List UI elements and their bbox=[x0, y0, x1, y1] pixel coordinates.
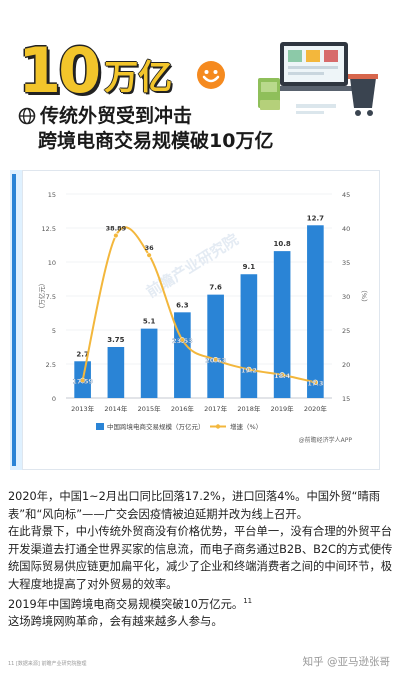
growth-point bbox=[79, 377, 86, 384]
y-left-tick: 12.5 bbox=[42, 225, 56, 233]
bar bbox=[207, 294, 224, 398]
x-tick-label: 2015年 bbox=[138, 404, 162, 413]
article-body: 2020年，中国1~2月出口同比回落17.2%，进口回落4%。中国外贸“晴雨表”… bbox=[8, 488, 394, 631]
growth-point bbox=[146, 252, 152, 258]
y-left-tick: 7.5 bbox=[46, 293, 56, 301]
bar bbox=[107, 347, 125, 398]
hero-unit: 万亿 bbox=[104, 58, 173, 98]
article-paragraph-2: 在此背景下，中小传统外贸商没有价格优势，平台单一，没有合理的外贸平台开发渠道去打… bbox=[8, 525, 393, 591]
bar-value-label: 12.7 bbox=[307, 214, 324, 222]
shopping-illustration-icon bbox=[258, 42, 378, 116]
y-right-tick: 30 bbox=[342, 293, 350, 301]
x-tick-label: 2013年 bbox=[71, 404, 95, 413]
chart-accent-bar bbox=[10, 170, 22, 470]
chart-source: @前瞻经济学人APP bbox=[299, 436, 353, 444]
y-right-tick: 45 bbox=[342, 191, 350, 199]
y-right-tick: 20 bbox=[342, 361, 350, 369]
growth-point bbox=[113, 232, 119, 239]
legend-swatch-dot bbox=[215, 424, 221, 429]
y-left-tick: 15 bbox=[48, 191, 56, 199]
hero-title: 10 万亿 bbox=[18, 22, 172, 102]
y-left-tick: 0 bbox=[52, 395, 56, 403]
chart-card: 前瞻产业研究院 0 2.5 5 7.5 10 12.5 15 15 20 25 30 35 40 45 （万亿… bbox=[10, 170, 390, 470]
growth-point bbox=[179, 337, 186, 343]
growth-value-label: 23.53 bbox=[172, 337, 193, 345]
bar-value-label: 3.75 bbox=[107, 336, 124, 344]
x-tick-label: 2019年 bbox=[271, 404, 295, 413]
growth-value-label: 17.3 bbox=[307, 379, 323, 387]
bar-value-label: 5.1 bbox=[143, 318, 156, 326]
growth-value-label: 18.4 bbox=[274, 372, 291, 380]
article-paragraph-4: 这场跨境网购革命，会有越来越多人参与。 bbox=[8, 615, 223, 629]
y-left-tick: 2.5 bbox=[46, 361, 56, 369]
growth-value-label: 20.63 bbox=[205, 357, 226, 365]
bar bbox=[140, 328, 158, 398]
bar-value-label: 2.7 bbox=[76, 350, 89, 358]
bar bbox=[240, 274, 258, 398]
chart-border bbox=[22, 170, 380, 470]
globe-icon bbox=[18, 107, 36, 125]
bar bbox=[273, 251, 291, 398]
growth-point bbox=[279, 372, 285, 378]
x-tick-label: 2018年 bbox=[237, 404, 261, 413]
y-right-tick: 35 bbox=[342, 259, 350, 267]
legend-label-line: 增速（%） bbox=[230, 422, 262, 431]
smiley-face-icon bbox=[197, 61, 225, 89]
headline: 传统外贸受到冲击 跨境电商交易规模破10万亿 bbox=[18, 104, 273, 154]
x-tick-label: 2020年 bbox=[304, 404, 328, 413]
y-right-tick: 40 bbox=[342, 225, 350, 233]
footnote-ref: 11 bbox=[243, 597, 253, 605]
y-left-tick: 5 bbox=[52, 327, 56, 335]
legend-swatch-bar bbox=[96, 423, 104, 430]
y-left-label: （万亿元） bbox=[37, 280, 46, 313]
y-right-tick: 25 bbox=[342, 327, 350, 335]
combo-chart: 前瞻产业研究院 0 2.5 5 7.5 10 12.5 15 15 20 25 30 35 40 45 （万亿… bbox=[37, 191, 368, 444]
legend-label-bar: 中国跨境电商交易规模（万亿元） bbox=[107, 422, 205, 431]
article-paragraph-3-text: 2019年中国跨境电商交易规模突破10万亿元。 bbox=[8, 597, 244, 611]
hero-number: 10 bbox=[18, 34, 101, 107]
y-right-tick: 15 bbox=[342, 395, 350, 403]
growth-value-label: 17.59 bbox=[72, 377, 93, 385]
article-paragraph-1: 2020年，中国1~2月出口同比回落17.2%，进口回落4%。中国外贸“晴雨表”… bbox=[8, 490, 381, 521]
y-right-label: （%） bbox=[360, 286, 368, 305]
zhihu-watermark: 知乎 @亚马逊张哥 bbox=[302, 656, 390, 668]
bar-value-label: 10.8 bbox=[273, 240, 290, 248]
growth-point bbox=[246, 366, 252, 373]
x-tick-label: 2016年 bbox=[171, 404, 195, 413]
growth-value-label: 38.89 bbox=[106, 225, 127, 233]
x-tick-label: 2014年 bbox=[104, 404, 128, 413]
x-tick-label: 2017年 bbox=[204, 404, 228, 413]
headline-line2: 跨境电商交易规模破10万亿 bbox=[38, 130, 274, 152]
growth-value-label: 19.2 bbox=[241, 366, 257, 374]
chart-watermark: 前瞻产业研究院 bbox=[143, 230, 242, 301]
growth-point bbox=[312, 379, 319, 386]
growth-point bbox=[212, 357, 219, 363]
bar-value-label: 7.6 bbox=[209, 284, 222, 292]
growth-value-label: 36 bbox=[145, 244, 155, 252]
y-left-tick: 10 bbox=[48, 259, 56, 267]
bar bbox=[307, 225, 324, 398]
bar-value-label: 9.1 bbox=[243, 263, 256, 271]
bar-value-label: 6.3 bbox=[176, 301, 189, 309]
footnote: 11 [数据来源] 前瞻产业研究院整理 bbox=[8, 661, 87, 667]
article-paragraph-3: 2019年中国跨境电商交易规模突破10万亿元。11 bbox=[8, 593, 394, 613]
headline-line1: 传统外贸受到冲击 bbox=[40, 105, 193, 127]
